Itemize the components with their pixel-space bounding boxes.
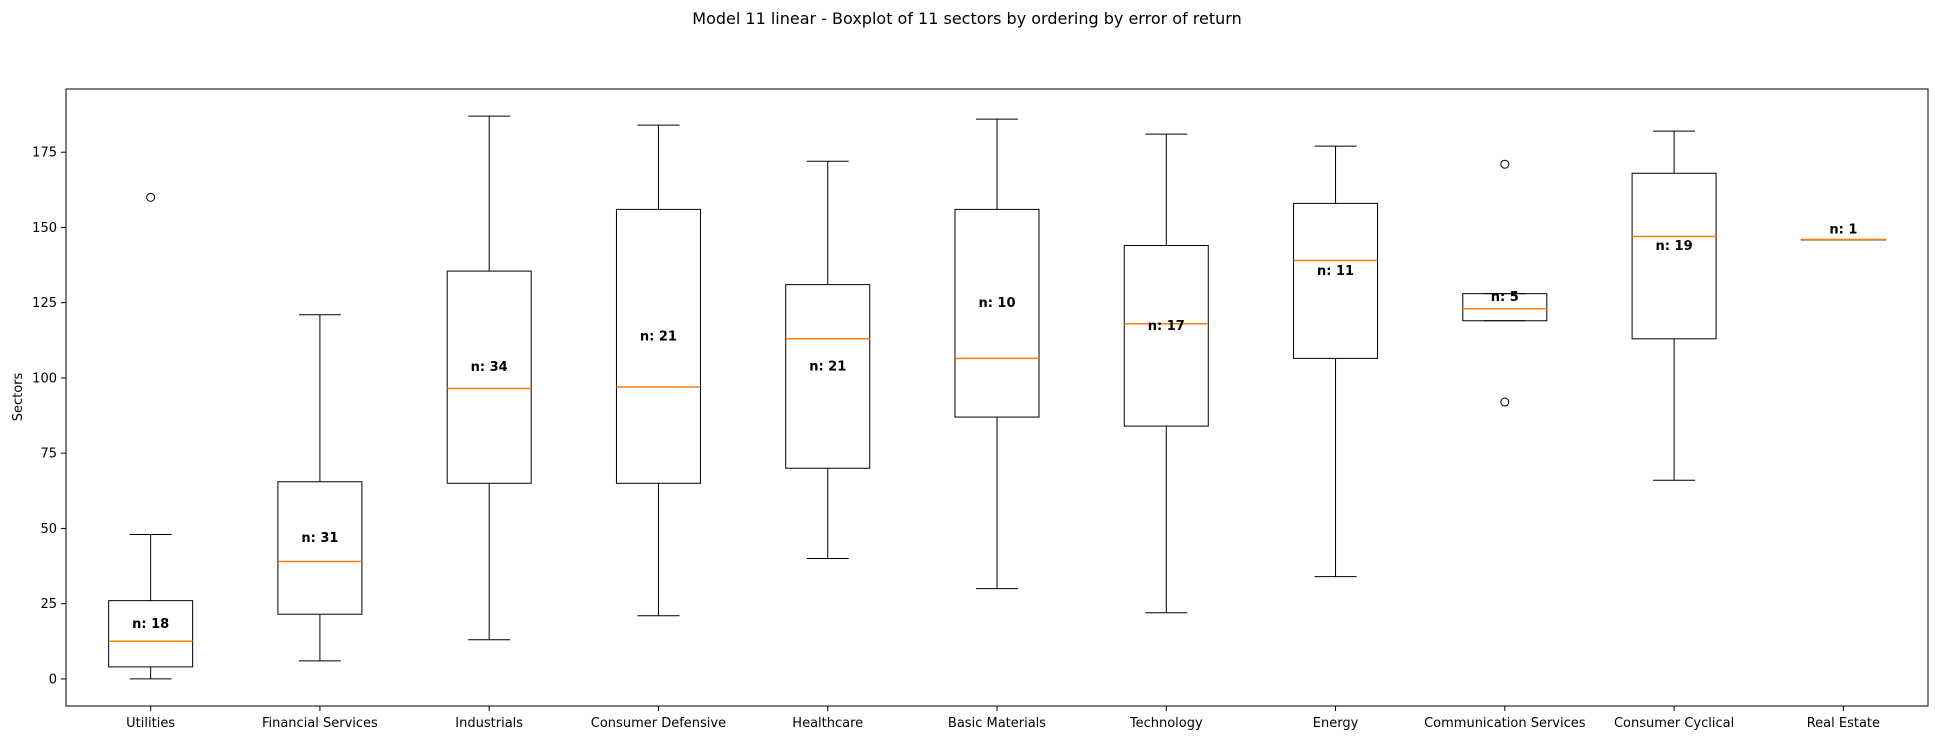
x-tick-label: Basic Materials [948,716,1046,731]
x-tick-label: Industrials [455,716,523,731]
y-tick-label: 100 [32,371,57,386]
x-tick-label: Utilities [126,716,175,731]
count-label: n: 19 [1656,239,1693,254]
outlier-point [1500,397,1510,407]
x-tick-label: Financial Services [262,716,378,731]
x-tick-label: Technology [1129,716,1203,731]
x-tick-label: Real Estate [1807,716,1880,731]
box-financial-services: n: 31 [277,314,363,662]
y-tick-label: 125 [32,296,57,311]
box-communication-services: n: 5 [1462,159,1548,407]
iqr-box [446,270,532,484]
x-tick-label: Energy [1313,716,1359,731]
iqr-box [954,208,1040,418]
iqr-box [277,481,363,615]
y-tick-label: 0 [49,672,57,687]
x-tick-label: Healthcare [792,716,863,731]
y-tick-label: 150 [32,221,57,236]
iqr-box [785,284,871,469]
x-tick-label: Consumer Defensive [591,716,726,731]
outlier-point [1500,159,1510,169]
y-tick-label: 25 [40,597,57,612]
box-consumer-cyclical: n: 19 [1631,130,1717,481]
count-label: n: 10 [978,296,1015,311]
y-tick-label: 50 [40,522,57,537]
count-label: n: 5 [1491,290,1519,305]
box-technology: n: 17 [1123,133,1209,614]
boxes-group: n: 18 n: 31 n: 34 n: 21 n: 21 n: 10 n: 17 n: 11… [108,115,1886,680]
box-utilities: n: 18 [108,192,194,680]
iqr-box [1631,172,1717,340]
outlier-point [146,192,156,202]
y-tick-label: 175 [32,146,57,161]
iqr-box [1293,202,1379,359]
count-label: n: 1 [1829,222,1857,237]
count-label: n: 18 [132,617,169,632]
box-basic-materials: n: 10 [954,118,1040,590]
iqr-box [108,600,194,668]
box-consumer-defensive: n: 21 [615,124,701,617]
count-label: n: 31 [301,531,338,546]
count-label: n: 17 [1148,319,1185,334]
y-axis-label: Sectors [11,372,26,421]
box-healthcare: n: 21 [785,160,871,560]
count-label: n: 34 [471,360,508,375]
iqr-box [615,208,701,484]
box-industrials: n: 34 [446,115,532,641]
x-axis: Utilities Financial Services Industrials Co… [126,706,1880,731]
x-tick-label: Consumer Cyclical [1614,716,1734,731]
count-label: n: 21 [809,359,846,374]
count-label: n: 11 [1317,264,1354,279]
y-tick-label: 75 [40,447,57,462]
chart-title: Model 11 linear - Boxplot of 11 sectors … [692,9,1241,28]
iqr-box [1123,245,1209,427]
y-axis: 0 25 50 75 100 125 150 175 [32,146,66,687]
box-energy: n: 11 [1293,145,1379,578]
box-real-estate: n: 1 [1800,222,1886,241]
iqr-box [1462,293,1548,322]
x-tick-label: Communication Services [1424,716,1586,731]
count-label: n: 21 [640,329,677,344]
